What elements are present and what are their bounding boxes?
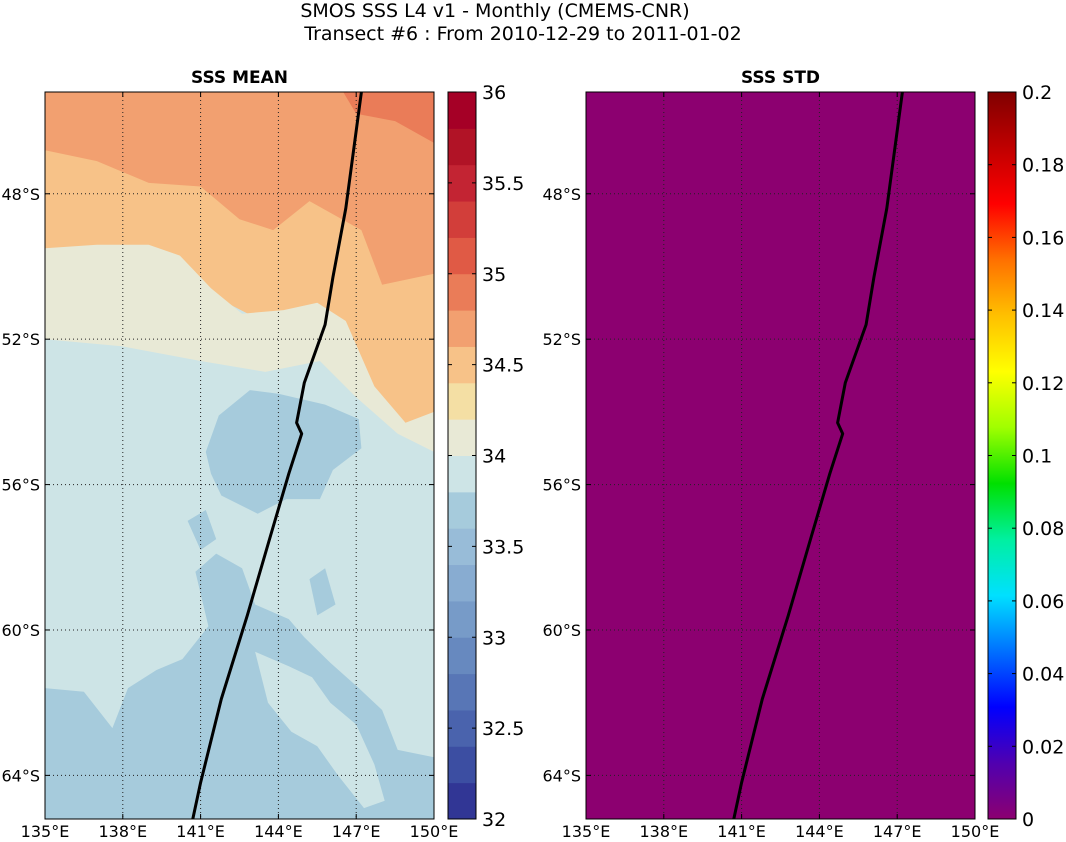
heatmap-field <box>586 92 975 819</box>
colorbar-tick-label: 33.5 <box>482 536 524 558</box>
colorbar-segment <box>448 419 476 456</box>
axes-frame <box>44 91 435 820</box>
salinity-region-very-fresh <box>309 568 336 616</box>
colorbar-segment <box>448 92 476 129</box>
colorbar-segment <box>448 128 476 166</box>
heatmap-field <box>45 92 434 819</box>
colorbar-tick-label: 34 <box>482 446 506 468</box>
colorbar-segment <box>448 382 476 420</box>
figure-subtitle: Transect #6 : From 2010-12-29 to 2011-01… <box>303 23 741 45</box>
colorbar-segment <box>448 273 476 311</box>
colorbar-segment <box>448 491 476 529</box>
figure-title: SMOS SSS L4 v1 - Monthly (CMEMS-CNR) <box>300 0 689 22</box>
colorbar-tick-label: 0.18 <box>1022 155 1064 177</box>
y-tick-label: 48°S <box>1 185 40 204</box>
colorbar-segment <box>448 528 476 566</box>
transect-line <box>191 92 363 819</box>
colorbar-tick-label: 32 <box>482 809 506 831</box>
x-tick-label: 138°E <box>639 822 688 841</box>
colorbar-segment <box>448 164 476 202</box>
x-tick-label: 150°E <box>951 822 1000 841</box>
salinity-region-mid <box>45 244 434 452</box>
salinity-region-warm-4 <box>343 92 434 143</box>
salinity-region-very-fresh <box>205 390 362 514</box>
colorbar-segment <box>448 455 476 493</box>
x-tick-label: 147°E <box>873 822 922 841</box>
colorbar-gradient <box>988 92 1016 819</box>
sss-mean-panel: 135°E 138°E 141°E 144°E 147°E 150°E 48°S 52°S 56… <box>1 68 458 841</box>
x-tick-label: 144°E <box>254 822 303 841</box>
x-tick-label: 141°E <box>717 822 766 841</box>
colorbar-tick-label: 35 <box>482 264 506 286</box>
colorbar-tick-label: 32.5 <box>482 718 524 740</box>
x-tick-label: 135°E <box>21 822 70 841</box>
colorbar-segment <box>448 709 476 747</box>
x-tick-label: 150°E <box>410 822 459 841</box>
x-tick-label: 141°E <box>176 822 225 841</box>
colorbar-segment <box>448 746 476 784</box>
x-tick-label: 144°E <box>795 822 844 841</box>
panel-title: SSS MEAN <box>191 68 288 88</box>
colorbar-tick-label: 34.5 <box>482 355 524 377</box>
transect-line <box>732 92 904 819</box>
y-tick-label: 52°S <box>1 330 40 349</box>
sss-mean-colorbar: 32 32.5 33 33.5 34 34.5 35 35.5 36 <box>447 82 524 831</box>
y-tick-label: 52°S <box>542 330 581 349</box>
sss-std-colorbar: 0 0.02 0.04 0.06 0.08 0.1 0.12 0.14 0.16 0.18 0.2 <box>987 82 1064 831</box>
salinity-region-very-fresh <box>402 764 434 819</box>
colorbar-tick-label: 0.1 <box>1022 446 1052 468</box>
colorbar-tick-label: 0.12 <box>1022 373 1064 395</box>
colorbar-segment <box>448 673 476 711</box>
colorbar-tick-label: 0.14 <box>1022 300 1064 322</box>
colorbar-tick-label: 0.16 <box>1022 227 1064 249</box>
std-field <box>586 92 975 819</box>
salinity-region-warm-3 <box>45 92 434 285</box>
colorbar-segment <box>448 201 476 238</box>
y-tick-label: 48°S <box>542 185 581 204</box>
sss-std-panel: 135°E 138°E 141°E 144°E 147°E 150°E 48°S 52°S 56… <box>542 68 999 841</box>
y-tick-label: 64°S <box>542 766 581 785</box>
colorbar-segment <box>448 237 476 275</box>
panel-title: SSS STD <box>741 68 820 88</box>
colorbar-segment <box>448 637 476 675</box>
colorbar-segment <box>448 310 476 347</box>
y-tick-label: 64°S <box>1 766 40 785</box>
colorbar-tick-label: 36 <box>482 82 506 104</box>
y-tick-label: 56°S <box>1 476 40 495</box>
colorbar-tick-label: 0.04 <box>1022 664 1064 686</box>
y-tick-label: 56°S <box>542 476 581 495</box>
salinity-region-very-fresh <box>187 510 217 550</box>
colorbar-tick-label: 0.06 <box>1022 591 1064 613</box>
x-tick-label: 138°E <box>98 822 147 841</box>
axes-frame <box>585 91 976 820</box>
colorbar-segment <box>448 600 476 638</box>
y-tick-label: 60°S <box>542 621 581 640</box>
salinity-region-fresh <box>255 651 385 809</box>
colorbar-segment <box>448 346 476 384</box>
colorbar-tick-label: 0.08 <box>1022 518 1064 540</box>
x-tick-label: 135°E <box>562 822 611 841</box>
colorbar-tick-label: 0.02 <box>1022 736 1064 758</box>
colorbar-tick-label: 0 <box>1022 809 1034 831</box>
x-tick-label: 147°E <box>332 822 381 841</box>
colorbar-segment <box>448 564 476 602</box>
colorbar-tick-label: 33 <box>482 627 506 649</box>
colorbar-tick-label: 35.5 <box>482 173 524 195</box>
colorbar-tick-label: 0.2 <box>1022 82 1052 104</box>
colorbar-segment <box>448 782 476 820</box>
y-tick-label: 60°S <box>1 621 40 640</box>
